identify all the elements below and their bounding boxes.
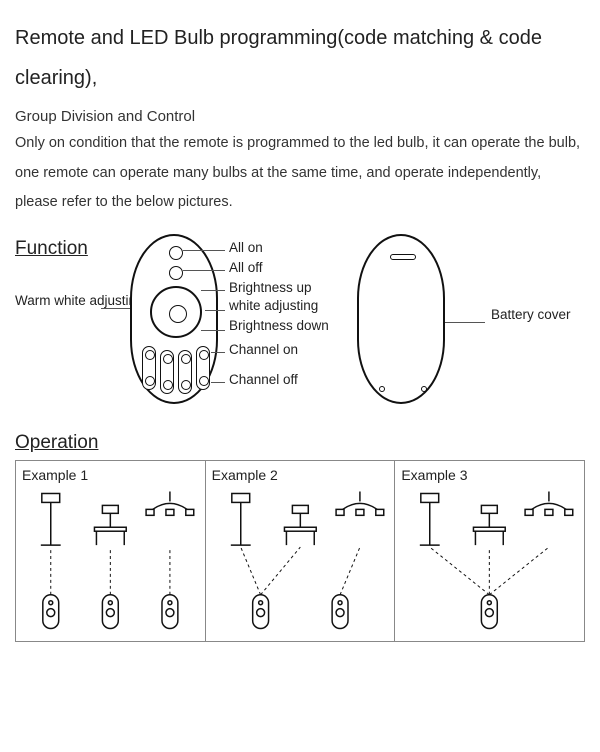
leader-line	[205, 310, 225, 311]
label-battery-cover: Battery cover	[491, 306, 571, 324]
leader-line	[211, 382, 225, 383]
label-channel-off: Channel off	[229, 372, 298, 387]
example-label: Example 2	[212, 467, 389, 483]
leader-line	[201, 330, 225, 331]
screw-icon	[379, 386, 385, 392]
subtitle: Group Division and Control	[15, 108, 585, 125]
label-all-off: All off	[229, 260, 263, 275]
btn-all-off	[169, 266, 183, 280]
label-warm-white: Warm white adjusting	[15, 292, 115, 310]
channel-col-3	[178, 350, 192, 394]
screw-icon	[421, 386, 427, 392]
btn-all-on	[169, 246, 183, 260]
channel-col-1	[142, 346, 156, 390]
leader-line	[201, 290, 225, 291]
page-title: Remote and LED Bulb programming(code mat…	[15, 18, 585, 98]
remote-front	[130, 234, 218, 404]
label-brightness-up: Brightness up	[229, 280, 312, 295]
control-wheel	[150, 286, 202, 338]
channel-col-2	[160, 350, 174, 394]
label-all-on: All on	[229, 240, 263, 255]
leader-line	[183, 250, 225, 251]
leader-line	[183, 270, 225, 271]
operation-heading: Operation	[15, 432, 585, 454]
example-1-svg	[16, 487, 205, 637]
example-cell-2: Example 2	[206, 461, 396, 641]
example-cell-1: Example 1	[16, 461, 206, 641]
function-heading: Function	[15, 238, 88, 260]
label-brightness-down: Brightness down	[229, 318, 329, 333]
function-diagram: Function Warm white adjusting All on All…	[15, 232, 585, 422]
label-white-adjusting: white adjusting	[229, 298, 318, 313]
remote-back	[357, 234, 445, 404]
label-channel-on: Channel on	[229, 342, 298, 357]
example-3-svg	[395, 487, 584, 637]
example-label: Example 3	[401, 467, 578, 483]
leader-line	[445, 322, 485, 323]
leader-line	[101, 308, 131, 309]
operation-row: Example 1 Example 2	[15, 460, 585, 642]
channel-col-4	[196, 346, 210, 390]
example-2-svg	[206, 487, 395, 637]
example-label: Example 1	[22, 467, 199, 483]
back-slot	[390, 254, 416, 260]
example-cell-3: Example 3	[395, 461, 584, 641]
leader-line	[211, 352, 225, 353]
intro-body: Only on condition that the remote is pro…	[15, 129, 585, 218]
